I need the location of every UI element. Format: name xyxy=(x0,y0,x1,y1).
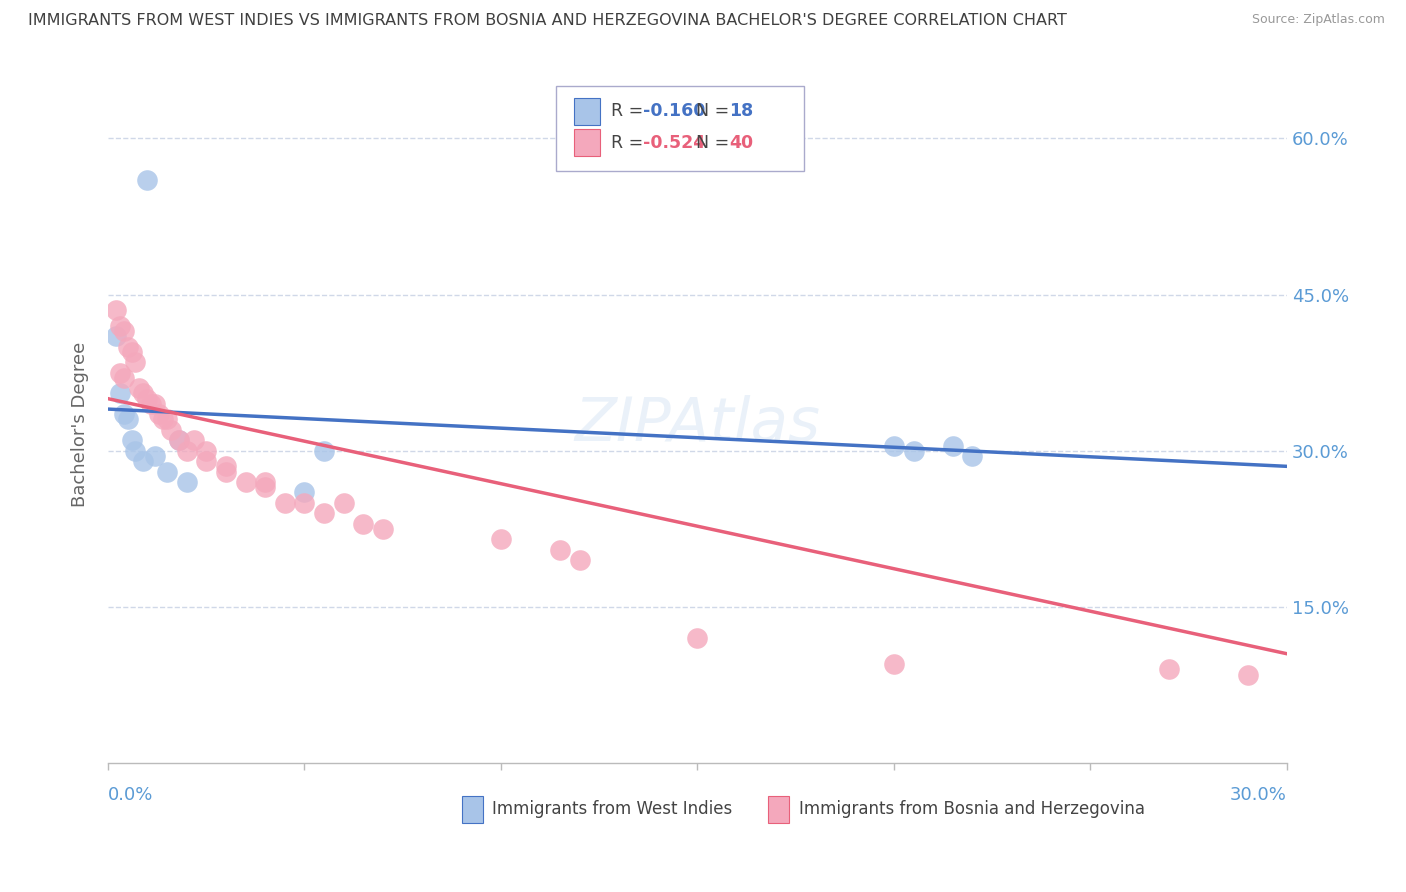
Text: ZIPAtlas: ZIPAtlas xyxy=(575,395,821,454)
Point xyxy=(489,532,512,546)
Point xyxy=(128,381,150,395)
Point xyxy=(112,371,135,385)
Point xyxy=(132,386,155,401)
Text: 30.0%: 30.0% xyxy=(1230,786,1286,805)
Point xyxy=(117,412,139,426)
Point xyxy=(117,340,139,354)
Y-axis label: Bachelor's Degree: Bachelor's Degree xyxy=(72,342,89,508)
Point xyxy=(104,303,127,318)
Point xyxy=(294,485,316,500)
Point xyxy=(108,366,131,380)
Text: Immigrants from West Indies: Immigrants from West Indies xyxy=(492,800,733,818)
Text: IMMIGRANTS FROM WEST INDIES VS IMMIGRANTS FROM BOSNIA AND HERZEGOVINA BACHELOR'S: IMMIGRANTS FROM WEST INDIES VS IMMIGRANT… xyxy=(28,13,1067,29)
Text: 0.0%: 0.0% xyxy=(108,786,153,805)
Point xyxy=(274,496,297,510)
Point xyxy=(883,438,905,452)
Point xyxy=(314,506,336,520)
FancyBboxPatch shape xyxy=(574,129,599,156)
FancyBboxPatch shape xyxy=(574,98,599,125)
Point xyxy=(112,407,135,421)
FancyBboxPatch shape xyxy=(768,796,789,822)
Text: R =: R = xyxy=(612,134,650,152)
FancyBboxPatch shape xyxy=(461,796,482,822)
Point xyxy=(121,344,143,359)
Point xyxy=(215,459,238,474)
Point xyxy=(152,412,174,426)
Point xyxy=(121,434,143,448)
Point xyxy=(108,386,131,401)
Point xyxy=(112,324,135,338)
Point xyxy=(1157,662,1180,676)
Text: Immigrants from Bosnia and Herzegovina: Immigrants from Bosnia and Herzegovina xyxy=(799,800,1144,818)
Text: Source: ZipAtlas.com: Source: ZipAtlas.com xyxy=(1251,13,1385,27)
Point xyxy=(132,454,155,468)
Text: N =: N = xyxy=(696,134,735,152)
Point xyxy=(143,449,166,463)
Point xyxy=(371,522,394,536)
Point xyxy=(332,496,354,510)
Point xyxy=(568,553,591,567)
Point xyxy=(124,355,146,369)
Point xyxy=(942,438,965,452)
Point xyxy=(352,516,374,531)
Point xyxy=(903,443,925,458)
Point xyxy=(314,443,336,458)
Point xyxy=(254,475,277,489)
Point xyxy=(294,496,316,510)
Text: N =: N = xyxy=(696,103,735,120)
Point xyxy=(235,475,257,489)
Point xyxy=(1236,667,1258,681)
Point xyxy=(141,397,163,411)
Point xyxy=(167,434,190,448)
Point xyxy=(156,412,179,426)
Point xyxy=(176,443,198,458)
Point xyxy=(136,173,159,187)
Text: R =: R = xyxy=(612,103,650,120)
Point xyxy=(104,329,127,343)
Text: 18: 18 xyxy=(730,103,754,120)
Point xyxy=(176,475,198,489)
Point xyxy=(160,423,183,437)
Point xyxy=(962,449,984,463)
Point xyxy=(136,392,159,406)
Text: -0.160: -0.160 xyxy=(643,103,706,120)
FancyBboxPatch shape xyxy=(555,87,803,171)
Point xyxy=(254,480,277,494)
Point xyxy=(215,465,238,479)
Point xyxy=(156,465,179,479)
Point xyxy=(883,657,905,672)
Point xyxy=(148,407,170,421)
Point xyxy=(686,631,709,645)
Point xyxy=(108,318,131,333)
Text: 40: 40 xyxy=(730,134,754,152)
Point xyxy=(124,443,146,458)
Point xyxy=(195,454,218,468)
Point xyxy=(143,397,166,411)
Point xyxy=(167,434,190,448)
Text: -0.524: -0.524 xyxy=(643,134,706,152)
Point xyxy=(548,542,571,557)
Point xyxy=(183,434,205,448)
Point xyxy=(195,443,218,458)
